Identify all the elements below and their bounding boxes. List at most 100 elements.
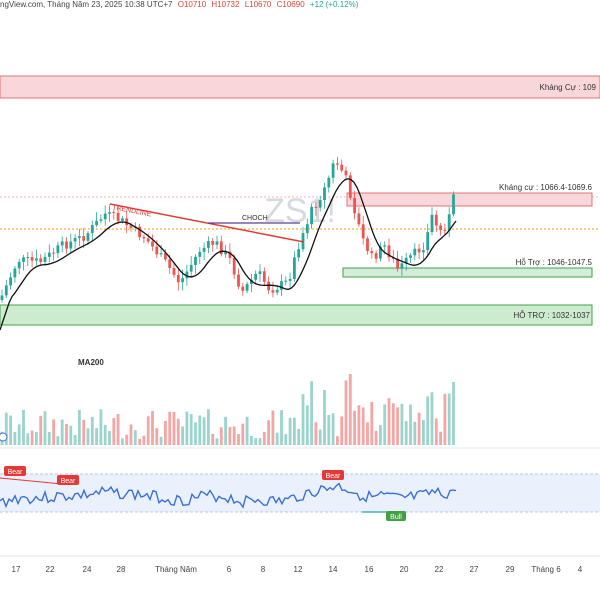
candle-body [176,274,180,283]
volume-bar [288,417,292,445]
volume-bar [323,390,326,445]
volume-bar [52,419,55,445]
volume-bar [155,428,159,445]
volume-bar [176,418,180,445]
volume-bar [237,434,240,445]
volume-bar [241,423,245,445]
volume-bar [340,416,344,445]
candle-body [310,206,313,225]
candle-body [417,248,421,253]
x-tick-label: 29 [506,565,515,574]
rsi-bear-badge-1: Bear [4,466,26,476]
candle-body [95,220,98,226]
volume-bar [331,413,335,445]
volume-bar [159,436,163,445]
candle-body [108,212,111,214]
x-tick-label: 6 [227,565,232,574]
x-axis: 17 22 24 28 Tháng Năm 6 8 12 14 16 20 22 27 29 Tháng 6… [12,565,583,574]
volume-bar [387,398,391,445]
candle-body [86,233,90,241]
candle-body [168,259,172,268]
candle-body [151,241,154,247]
candle-body [56,245,60,254]
volume-bar [198,415,202,445]
candles-group [0,156,455,303]
candle-body [293,257,296,279]
volume-bar [112,418,116,445]
candle-body [211,241,215,245]
volume-bar [404,421,408,445]
x-tick-label: Tháng Năm [155,565,197,574]
volume-bar [224,416,227,445]
volume-bar [181,426,184,445]
candle-body [271,290,275,293]
volume-bar [284,434,288,445]
volume-bar [56,436,60,445]
candle-body [250,279,253,284]
volume-bar [422,420,425,445]
candle-body [9,277,12,286]
candle-body [35,258,38,261]
candle-body [146,238,150,242]
volume-bar [207,409,210,445]
volume-bar [310,381,313,445]
volume-bar [73,435,77,445]
candle-body [65,241,68,249]
candle-body [181,278,184,283]
volume-bar [353,410,356,445]
volume-bar [142,435,146,445]
chart-header: ngView.com, Tháng Năm 23, 2025 10:38 UTC… [0,0,600,14]
volume-bar [43,411,47,445]
volume-bar [336,436,339,445]
candle-body [284,280,288,282]
candle-body [164,253,167,260]
volume-bar [116,414,120,445]
volume-bar [82,419,86,445]
support-zone-big [0,304,593,326]
candle-body [447,214,451,231]
candle-body [228,251,232,258]
trendline[interactable] [109,203,305,243]
candle-body [443,230,447,232]
volume-bar [164,421,167,445]
candle-body [314,206,318,208]
pane-toggle-icon[interactable] [0,432,8,442]
candle-body [47,252,51,257]
candle-body [73,237,77,242]
volume-bar [348,374,352,445]
candle-body [0,295,4,300]
volume-bar [133,430,137,445]
support-zone-small [342,267,593,278]
volume-bar [9,415,12,445]
volume-bar [138,439,141,445]
header-open: O10710 [177,0,207,9]
rsi-line [0,482,457,509]
candle-body [318,200,322,208]
candle-body [323,187,326,200]
candle-body [185,271,189,279]
candle-body [413,248,417,256]
volume-bar [361,407,365,445]
volume-bar [78,409,81,445]
x-tick-label: 20 [400,565,409,574]
header-high: H10732 [211,0,240,9]
volume-bar [275,432,279,445]
candle-body [331,163,335,178]
volume-bar [426,396,430,445]
candle-body [69,241,73,249]
volume-bar [125,434,129,445]
candle-body [138,226,141,238]
candle-body [387,245,391,258]
volume-bar [391,403,395,445]
candle-body [60,241,64,246]
volume-bar [215,438,219,445]
volume-bar [172,412,176,445]
candle-body [78,236,81,238]
rsi-bull-badge: Bull [386,511,406,521]
volume-bar [370,401,374,445]
candle-body [366,238,369,252]
candle-body [305,224,309,234]
candle-body [288,278,292,281]
volume-bar [185,411,189,445]
